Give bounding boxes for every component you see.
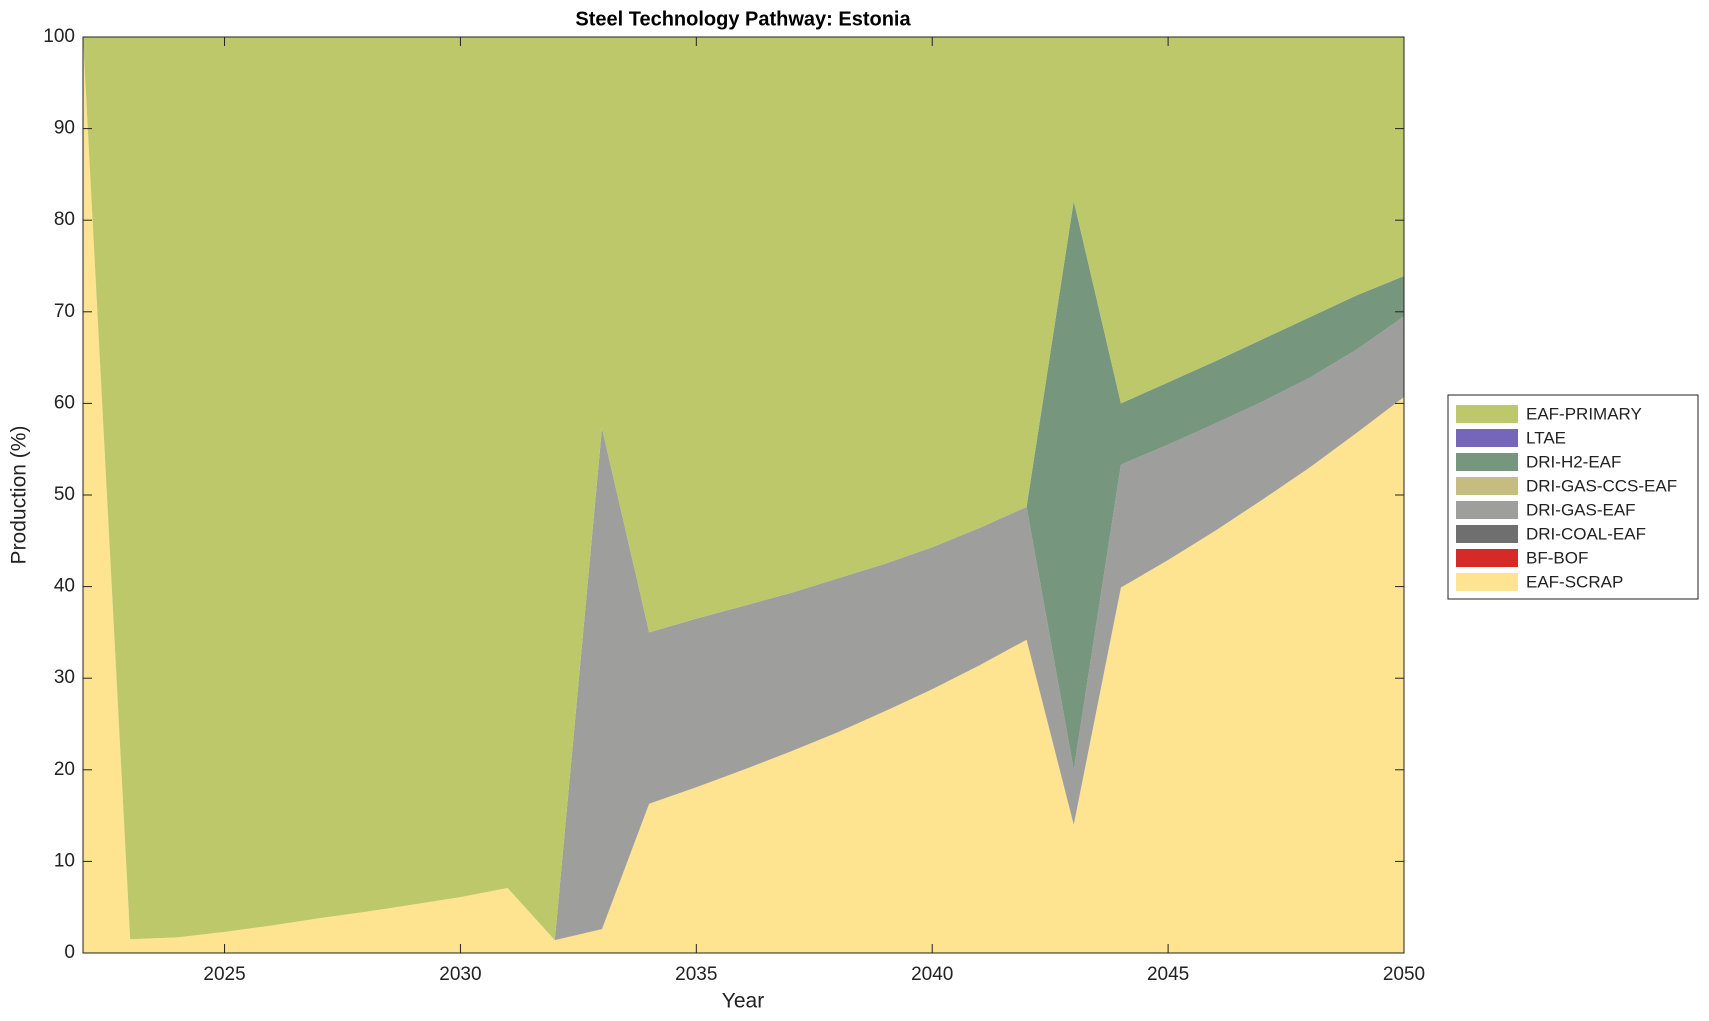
- x-tick-label: 2030: [439, 964, 481, 985]
- area: [83, 37, 1404, 941]
- y-tick-label: 70: [54, 301, 75, 322]
- legend-label: DRI-H2-EAF: [1526, 452, 1621, 471]
- legend-swatch: [1456, 573, 1518, 591]
- y-tick-label: 40: [54, 576, 75, 597]
- x-tick-label: 2035: [675, 964, 717, 985]
- y-tick-label: 10: [54, 850, 75, 871]
- legend-label: DRI-GAS-EAF: [1526, 500, 1636, 519]
- y-tick-label: 0: [64, 942, 75, 963]
- legend-label: LTAE: [1526, 428, 1566, 447]
- legend-swatch: [1456, 477, 1518, 495]
- legend-swatch: [1456, 501, 1518, 519]
- legend-label: EAF-PRIMARY: [1526, 404, 1642, 423]
- y-tick-label: 80: [54, 209, 75, 230]
- y-axis-label: Production (%): [8, 426, 31, 565]
- y-tick-label: 50: [54, 484, 75, 505]
- legend: EAF-PRIMARY LTAE DRI-H2-EAF DRI-GAS-CCS-EAF…: [1447, 394, 1699, 600]
- x-tick-label: 2050: [1383, 964, 1425, 985]
- y-tick-label: 100: [43, 26, 75, 47]
- legend-swatch: [1456, 525, 1518, 543]
- y-tick-label: 90: [54, 118, 75, 139]
- y-tick-label: 20: [54, 759, 75, 780]
- x-axis-label: Year: [722, 990, 764, 1013]
- chart-title: Steel Technology Pathway: Estonia: [575, 8, 911, 30]
- legend-label: DRI-COAL-EAF: [1526, 524, 1646, 543]
- legend-swatch: [1456, 429, 1518, 447]
- legend-box: [1447, 394, 1699, 600]
- x-tick-label: 2025: [203, 964, 245, 985]
- legend-swatch: [1456, 549, 1518, 567]
- legend-swatch: [1456, 453, 1518, 471]
- legend-label: EAF-SCRAP: [1526, 572, 1623, 591]
- legend-swatch: [1456, 405, 1518, 423]
- area: [83, 37, 1404, 941]
- legend-label: BF-BOF: [1526, 548, 1588, 567]
- area: [83, 37, 1404, 941]
- legend-label: DRI-GAS-CCS-EAF: [1526, 476, 1677, 495]
- y-tick-label: 30: [54, 667, 75, 688]
- x-tick-label: 2040: [911, 964, 953, 985]
- y-tick-label: 60: [54, 392, 75, 413]
- x-tick-label: 2045: [1147, 964, 1189, 985]
